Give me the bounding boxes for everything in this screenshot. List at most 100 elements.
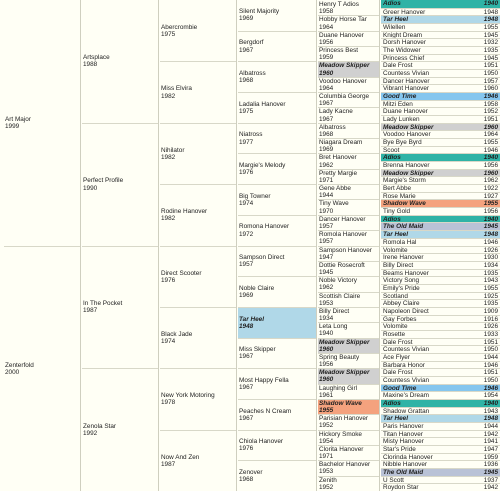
horse-entry[interactable]: Rose Marie 1927 <box>381 191 500 199</box>
horse-entry[interactable]: Tar Heel 1948 <box>238 306 316 338</box>
horse-entry[interactable]: New York Motoring 1978 <box>160 368 236 429</box>
horse-entry[interactable]: Hickory Smoke 1954 <box>318 429 380 445</box>
horse-entry[interactable]: Scoot 1946 <box>381 145 500 153</box>
horse-entry[interactable]: Countess Vivian 1950 <box>381 345 500 353</box>
horse-entry[interactable]: Nibble Hanover 1936 <box>381 460 500 468</box>
horse-entry[interactable]: Irene Hanover 1930 <box>381 253 500 261</box>
horse-entry[interactable]: Henry T Adios 1958 <box>318 0 380 15</box>
horse-entry[interactable]: Tiny Wave 1970 <box>318 199 380 215</box>
horse-entry[interactable]: Gene Abbe 1944 <box>318 184 380 199</box>
horse-entry[interactable]: Bret Hanover 1962 <box>318 153 380 169</box>
horse-entry[interactable]: Lady Kacne 1967 <box>318 107 380 123</box>
horse-entry[interactable]: Artsplace 1988 <box>82 0 158 123</box>
horse-entry[interactable]: Spring Beauty 1956 <box>318 352 380 368</box>
horse-entry[interactable]: Mitzi Eden 1958 <box>381 99 500 107</box>
horse-entry[interactable]: Billy Direct 1934 <box>381 260 500 269</box>
horse-entry[interactable]: Noble Claire 1969 <box>238 276 316 307</box>
horse-entry[interactable]: Shadow Grattan 1943 <box>381 406 500 414</box>
horse-entry[interactable]: Victory Song 1943 <box>381 276 500 284</box>
horse-entry[interactable]: Volomite 1926 <box>381 245 500 253</box>
horse-entry[interactable]: Meadow Skipper 1960 <box>381 168 500 177</box>
horse-entry[interactable]: Zenith 1952 <box>318 475 380 491</box>
horse-entry[interactable]: Margie's Melody 1976 <box>238 153 316 184</box>
horse-entry[interactable]: Nihilator 1982 <box>160 122 236 184</box>
horse-entry[interactable]: Albatross 1968 <box>238 61 316 92</box>
horse-entry[interactable]: Miss Skipper 1967 <box>238 337 316 369</box>
horse-entry[interactable]: Noble Victory 1962 <box>318 276 380 291</box>
horse-entry[interactable]: The Old Maid 1945 <box>381 222 500 231</box>
horse-entry[interactable]: Now And Zen 1987 <box>160 429 236 491</box>
horse-entry[interactable]: Adios 1940 <box>381 398 500 407</box>
horse-entry[interactable]: Bert Abbe 1922 <box>381 184 500 192</box>
horse-entry[interactable]: Romola Hal 1946 <box>381 237 500 246</box>
horse-entry[interactable]: Dorsh Hanover 1932 <box>381 38 500 46</box>
horse-entry[interactable]: Art Major 1999 <box>4 0 80 246</box>
horse-entry[interactable]: Bye Bye Byrd 1955 <box>381 138 500 146</box>
horse-entry[interactable]: Shadow Wave 1955 <box>381 199 500 208</box>
horse-entry[interactable]: Volomite 1926 <box>381 322 500 330</box>
horse-entry[interactable]: Voodoo Hanover 1964 <box>381 130 500 138</box>
horse-entry[interactable]: Ladalia Hanover 1975 <box>238 92 316 123</box>
horse-entry[interactable]: Tar Heel 1948 <box>381 414 500 422</box>
horse-entry[interactable]: Titan Hanover 1942 <box>381 429 500 437</box>
horse-entry[interactable]: U Scott 1937 <box>381 475 500 483</box>
horse-entry[interactable]: Meadow Skipper 1960 <box>318 61 380 77</box>
horse-entry[interactable]: Napoleon Direct 1909 <box>381 306 500 315</box>
horse-entry[interactable]: Scotland 1925 <box>381 291 500 299</box>
horse-entry[interactable]: Romona Hanover 1972 <box>238 214 316 246</box>
horse-entry[interactable]: Dancer Hanover 1957 <box>381 76 500 84</box>
horse-entry[interactable]: Dale Frost 1951 <box>381 368 500 376</box>
horse-entry[interactable]: Silent Majority 1969 <box>238 0 316 31</box>
horse-entry[interactable]: Niagara Dream 1969 <box>318 138 380 153</box>
horse-entry[interactable]: Lady Lunken 1951 <box>381 115 500 123</box>
horse-entry[interactable]: Dale Frost 1951 <box>381 61 500 69</box>
horse-entry[interactable]: Greer Hanover 1948 <box>381 7 500 15</box>
horse-entry[interactable]: Ace Flyer 1944 <box>381 352 500 361</box>
horse-entry[interactable]: Zenola Star 1992 <box>82 368 158 491</box>
horse-entry[interactable]: Tar Heel 1948 <box>381 230 500 238</box>
horse-entry[interactable]: Princess Chief 1945 <box>381 53 500 61</box>
horse-entry[interactable]: Beams Hanover 1935 <box>381 268 500 276</box>
horse-entry[interactable]: Perfect Profile 1990 <box>82 122 158 246</box>
horse-entry[interactable]: Zenterfold 2000 <box>4 245 80 491</box>
horse-entry[interactable]: Duane Hanover 1956 <box>318 30 380 46</box>
horse-entry[interactable]: Bachelor Hanover 1953 <box>318 460 380 475</box>
horse-entry[interactable]: Meadow Skipper 1960 <box>381 122 500 131</box>
horse-entry[interactable]: Laughing Girl 1961 <box>318 383 380 399</box>
horse-entry[interactable]: Albatross 1968 <box>318 122 380 138</box>
horse-entry[interactable]: Tiny Gold 1956 <box>381 207 500 215</box>
horse-entry[interactable]: Voodoo Hanover 1964 <box>318 76 380 92</box>
horse-entry[interactable]: Maxine's Dream 1954 <box>381 391 500 399</box>
horse-entry[interactable]: The Widower 1935 <box>381 46 500 54</box>
horse-entry[interactable]: Dancer Hanover 1957 <box>318 214 380 230</box>
horse-entry[interactable]: Abbey Claire 1935 <box>381 299 500 307</box>
horse-entry[interactable]: Most Happy Fella 1967 <box>238 368 316 399</box>
horse-entry[interactable]: Zenover 1968 <box>238 460 316 491</box>
horse-entry[interactable]: Good Time 1946 <box>381 383 500 392</box>
horse-entry[interactable]: Miss Elvira 1982 <box>160 61 236 122</box>
horse-entry[interactable]: Meadow Skipper 1960 <box>318 368 380 384</box>
horse-entry[interactable]: Wilellen 1955 <box>381 23 500 31</box>
horse-entry[interactable]: Good Time 1946 <box>381 92 500 100</box>
horse-entry[interactable]: Romola Hanover 1957 <box>318 230 380 245</box>
horse-entry[interactable]: Countess Vivian 1950 <box>381 375 500 384</box>
horse-entry[interactable]: Emily's Pride 1955 <box>381 283 500 292</box>
horse-entry[interactable]: Abercrombie 1975 <box>160 0 236 61</box>
horse-entry[interactable]: Countess Vivian 1950 <box>381 69 500 77</box>
horse-entry[interactable]: Scottish Claire 1953 <box>318 291 380 307</box>
horse-entry[interactable]: Clorita Hanover 1971 <box>318 444 380 460</box>
horse-entry[interactable]: Rosette 1933 <box>381 329 500 338</box>
horse-entry[interactable]: Adios 1940 <box>381 0 500 8</box>
horse-entry[interactable]: Tar Heel 1948 <box>381 15 500 24</box>
horse-entry[interactable]: Columbia George 1967 <box>318 92 380 107</box>
horse-entry[interactable]: Black Jade 1974 <box>160 306 236 368</box>
horse-entry[interactable]: Rodine Hanover 1982 <box>160 184 236 245</box>
horse-entry[interactable]: Margie's Storm 1962 <box>381 176 500 184</box>
horse-entry[interactable]: Barbara Honor 1946 <box>381 360 500 368</box>
horse-entry[interactable]: Dale Frost 1951 <box>381 337 500 345</box>
horse-entry[interactable]: Duane Hanover 1952 <box>381 107 500 115</box>
horse-entry[interactable]: Roydon Star 1942 <box>381 483 500 491</box>
horse-entry[interactable]: Direct Scooter 1976 <box>160 245 236 307</box>
horse-entry[interactable]: Clorinda Hanover 1959 <box>381 452 500 460</box>
horse-entry[interactable]: Niatross 1977 <box>238 122 316 154</box>
